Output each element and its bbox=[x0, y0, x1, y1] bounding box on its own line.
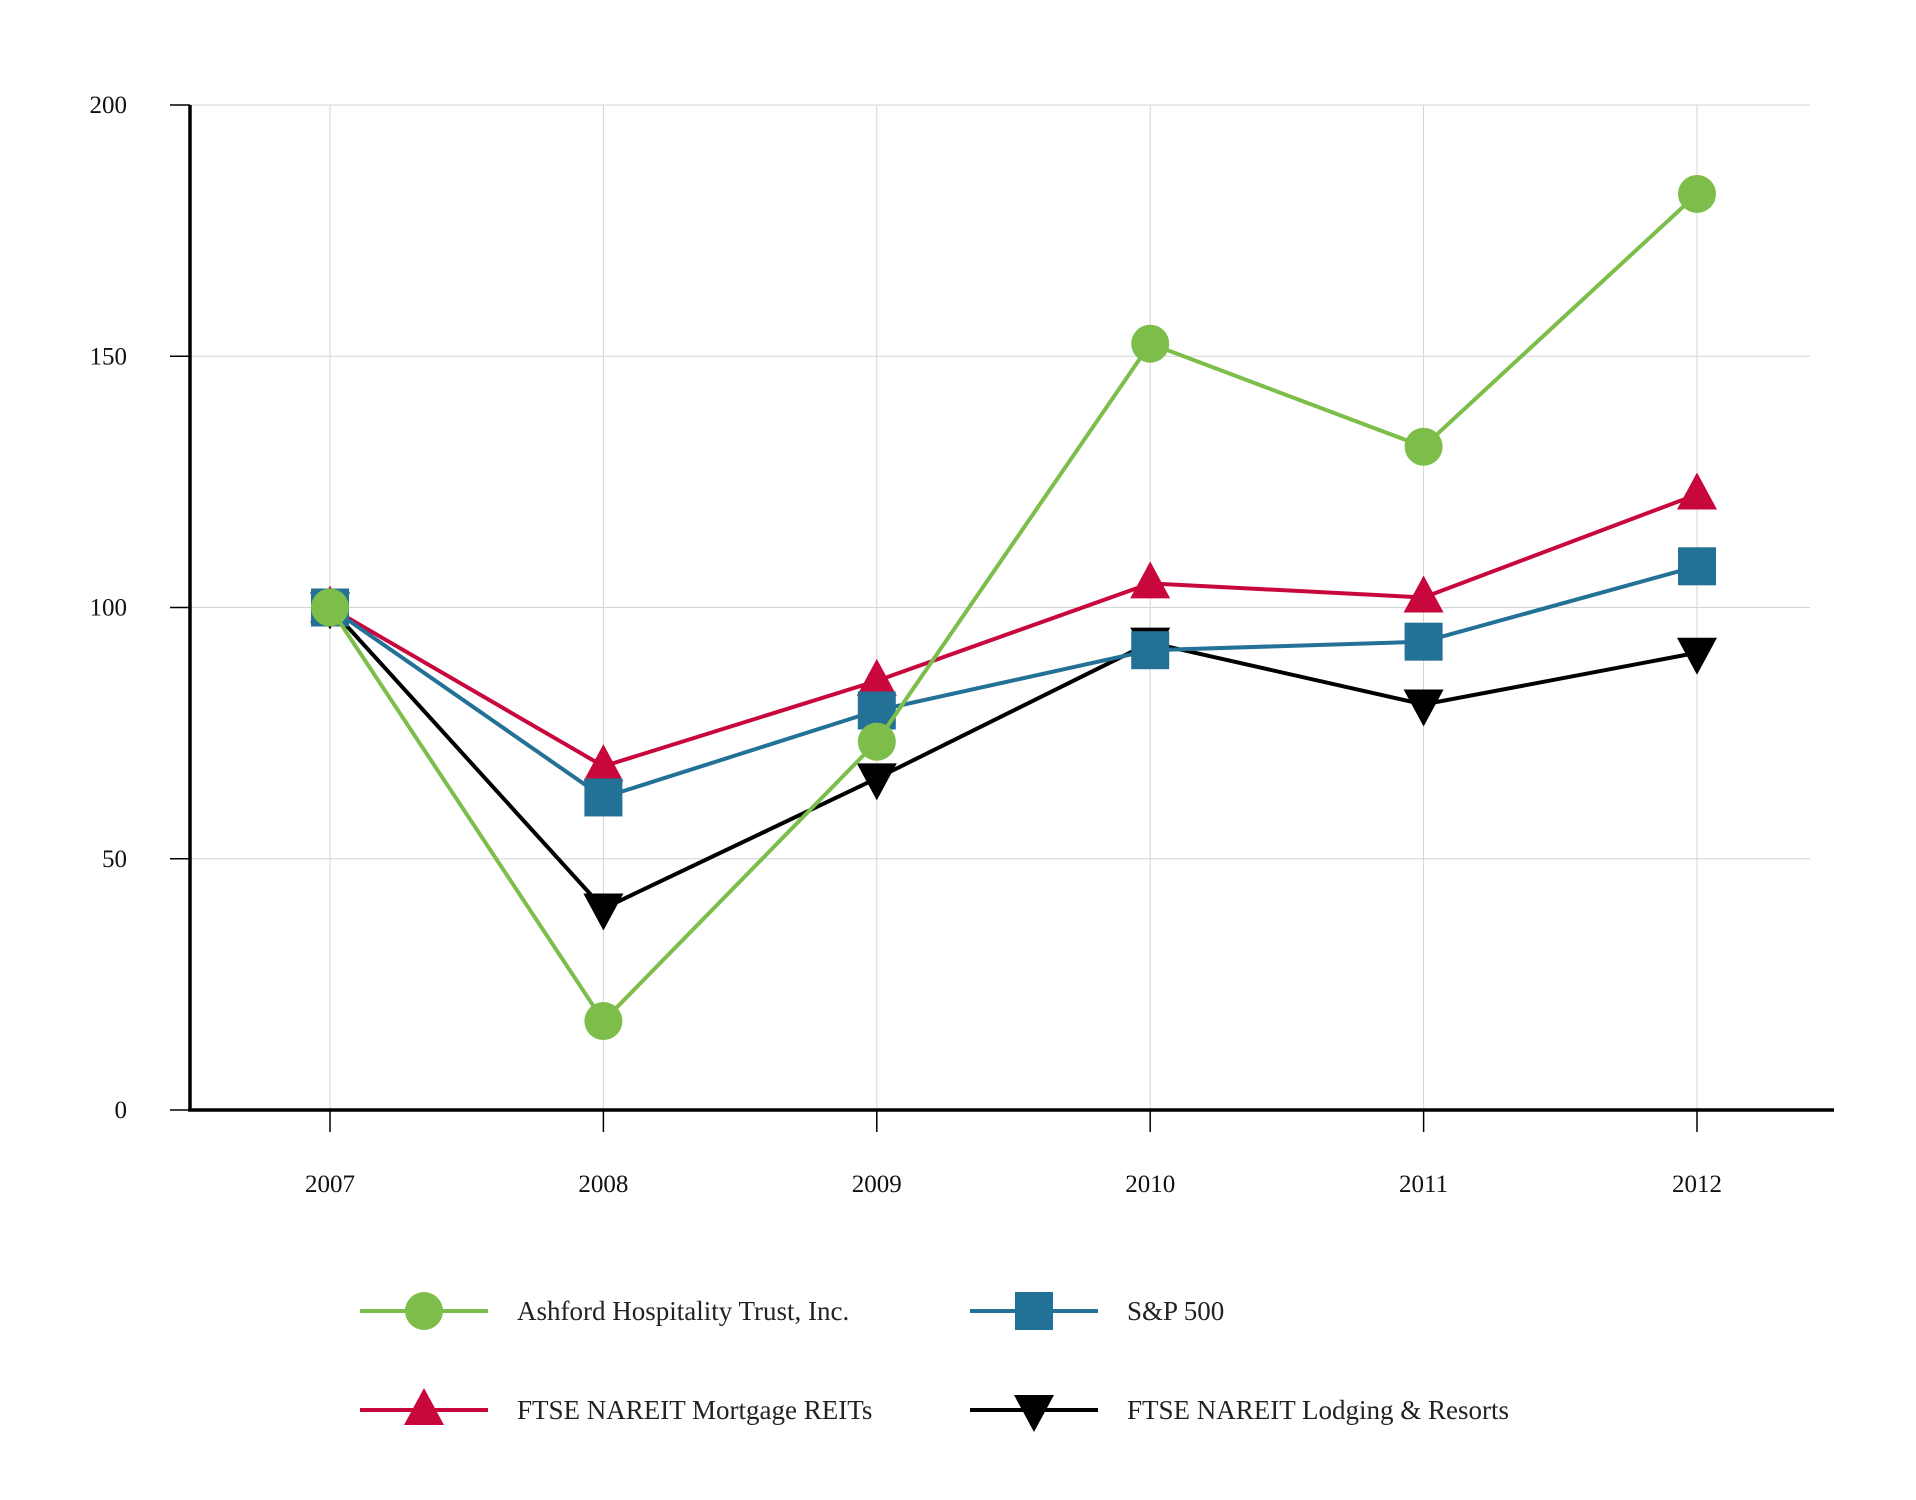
y-tick-label: 50 bbox=[102, 846, 127, 873]
legend-label: FTSE NAREIT Lodging & Resorts bbox=[1127, 1395, 1509, 1425]
legend-item: FTSE NAREIT Lodging & Resorts bbox=[970, 1395, 1509, 1432]
x-tick-label: 2012 bbox=[1672, 1171, 1722, 1198]
x-tick-label: 2011 bbox=[1399, 1171, 1448, 1198]
data-point bbox=[857, 722, 896, 761]
data-point bbox=[311, 588, 349, 627]
data-point bbox=[1404, 427, 1443, 466]
series-line bbox=[328, 606, 1698, 911]
legend-item: FTSE NAREIT Mortgage REITs bbox=[360, 1388, 872, 1425]
series-group bbox=[310, 174, 1717, 1041]
y-tick-label: 100 bbox=[90, 595, 128, 622]
legend-marker-triangle-up bbox=[404, 1388, 444, 1425]
data-point bbox=[856, 658, 897, 696]
legend-marker-square bbox=[1015, 1292, 1053, 1330]
series-line bbox=[328, 192, 1699, 1025]
data-point bbox=[1404, 622, 1443, 661]
data-point bbox=[1403, 575, 1444, 613]
legend: Ashford Hospitality Trust, Inc. S&P 500 FT… bbox=[360, 1292, 1509, 1432]
data-point bbox=[1131, 631, 1170, 670]
data-point bbox=[1678, 547, 1716, 586]
series-circle bbox=[311, 174, 1716, 1041]
series-triangle-up bbox=[310, 472, 1717, 782]
x-tick-label: 2007 bbox=[305, 1171, 355, 1198]
x-tick-label: 2009 bbox=[852, 1171, 902, 1198]
legend-marker-triangle-down bbox=[1014, 1395, 1054, 1432]
data-point bbox=[1678, 174, 1716, 213]
series-line bbox=[328, 492, 1698, 769]
legend-label: Ashford Hospitality Trust, Inc. bbox=[517, 1296, 849, 1326]
y-tick-label: 200 bbox=[90, 92, 128, 119]
data-point bbox=[584, 778, 623, 817]
legend-item: S&P 500 bbox=[970, 1292, 1224, 1330]
legend-label: S&P 500 bbox=[1127, 1296, 1224, 1326]
y-tick-label: 0 bbox=[115, 1097, 128, 1124]
legend-item: Ashford Hospitality Trust, Inc. bbox=[360, 1292, 849, 1330]
data-point bbox=[1677, 472, 1717, 510]
data-point bbox=[1677, 637, 1717, 675]
data-point bbox=[583, 893, 624, 931]
axes: 0 50 100 150 200 2007 2008 2009 2010 2011 2012 bbox=[90, 92, 1834, 1198]
x-tick-label: 2008 bbox=[578, 1171, 628, 1198]
data-point bbox=[584, 1002, 623, 1041]
y-tick-label: 150 bbox=[90, 343, 128, 370]
data-point bbox=[583, 744, 624, 782]
series-triangle-down bbox=[310, 592, 1717, 931]
data-point bbox=[856, 763, 897, 801]
data-point bbox=[1130, 561, 1171, 599]
series-line bbox=[328, 564, 1698, 800]
legend-marker-circle bbox=[405, 1292, 443, 1330]
data-point bbox=[1131, 324, 1170, 363]
legend-label: FTSE NAREIT Mortgage REITs bbox=[517, 1395, 872, 1425]
series-square bbox=[311, 547, 1716, 817]
grid bbox=[190, 104, 1810, 1110]
x-tick-label: 2010 bbox=[1125, 1171, 1175, 1198]
data-point bbox=[1403, 689, 1444, 727]
